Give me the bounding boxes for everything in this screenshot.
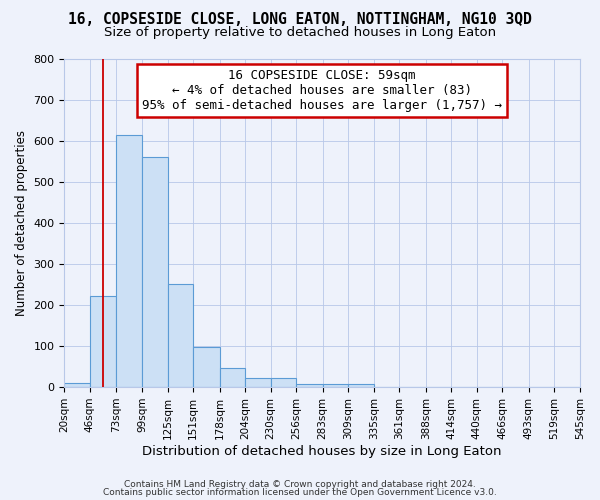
Bar [296,384,323,387]
Bar [64,383,90,387]
Bar [193,348,220,387]
Text: Size of property relative to detached houses in Long Eaton: Size of property relative to detached ho… [104,26,496,39]
Bar [220,368,245,387]
Text: Contains HM Land Registry data © Crown copyright and database right 2024.: Contains HM Land Registry data © Crown c… [124,480,476,489]
X-axis label: Distribution of detached houses by size in Long Eaton: Distribution of detached houses by size … [142,444,502,458]
Text: 16 COPSESIDE CLOSE: 59sqm
← 4% of detached houses are smaller (83)
95% of semi-d: 16 COPSESIDE CLOSE: 59sqm ← 4% of detach… [142,69,502,112]
Text: Contains public sector information licensed under the Open Government Licence v3: Contains public sector information licen… [103,488,497,497]
Bar [245,378,271,387]
Bar [116,135,142,387]
Bar [142,158,167,387]
Bar [348,384,374,387]
Bar [323,384,348,387]
Bar [167,284,193,387]
Text: 16, COPSESIDE CLOSE, LONG EATON, NOTTINGHAM, NG10 3QD: 16, COPSESIDE CLOSE, LONG EATON, NOTTING… [68,12,532,28]
Bar [90,296,116,387]
Bar [271,378,296,387]
Y-axis label: Number of detached properties: Number of detached properties [15,130,28,316]
